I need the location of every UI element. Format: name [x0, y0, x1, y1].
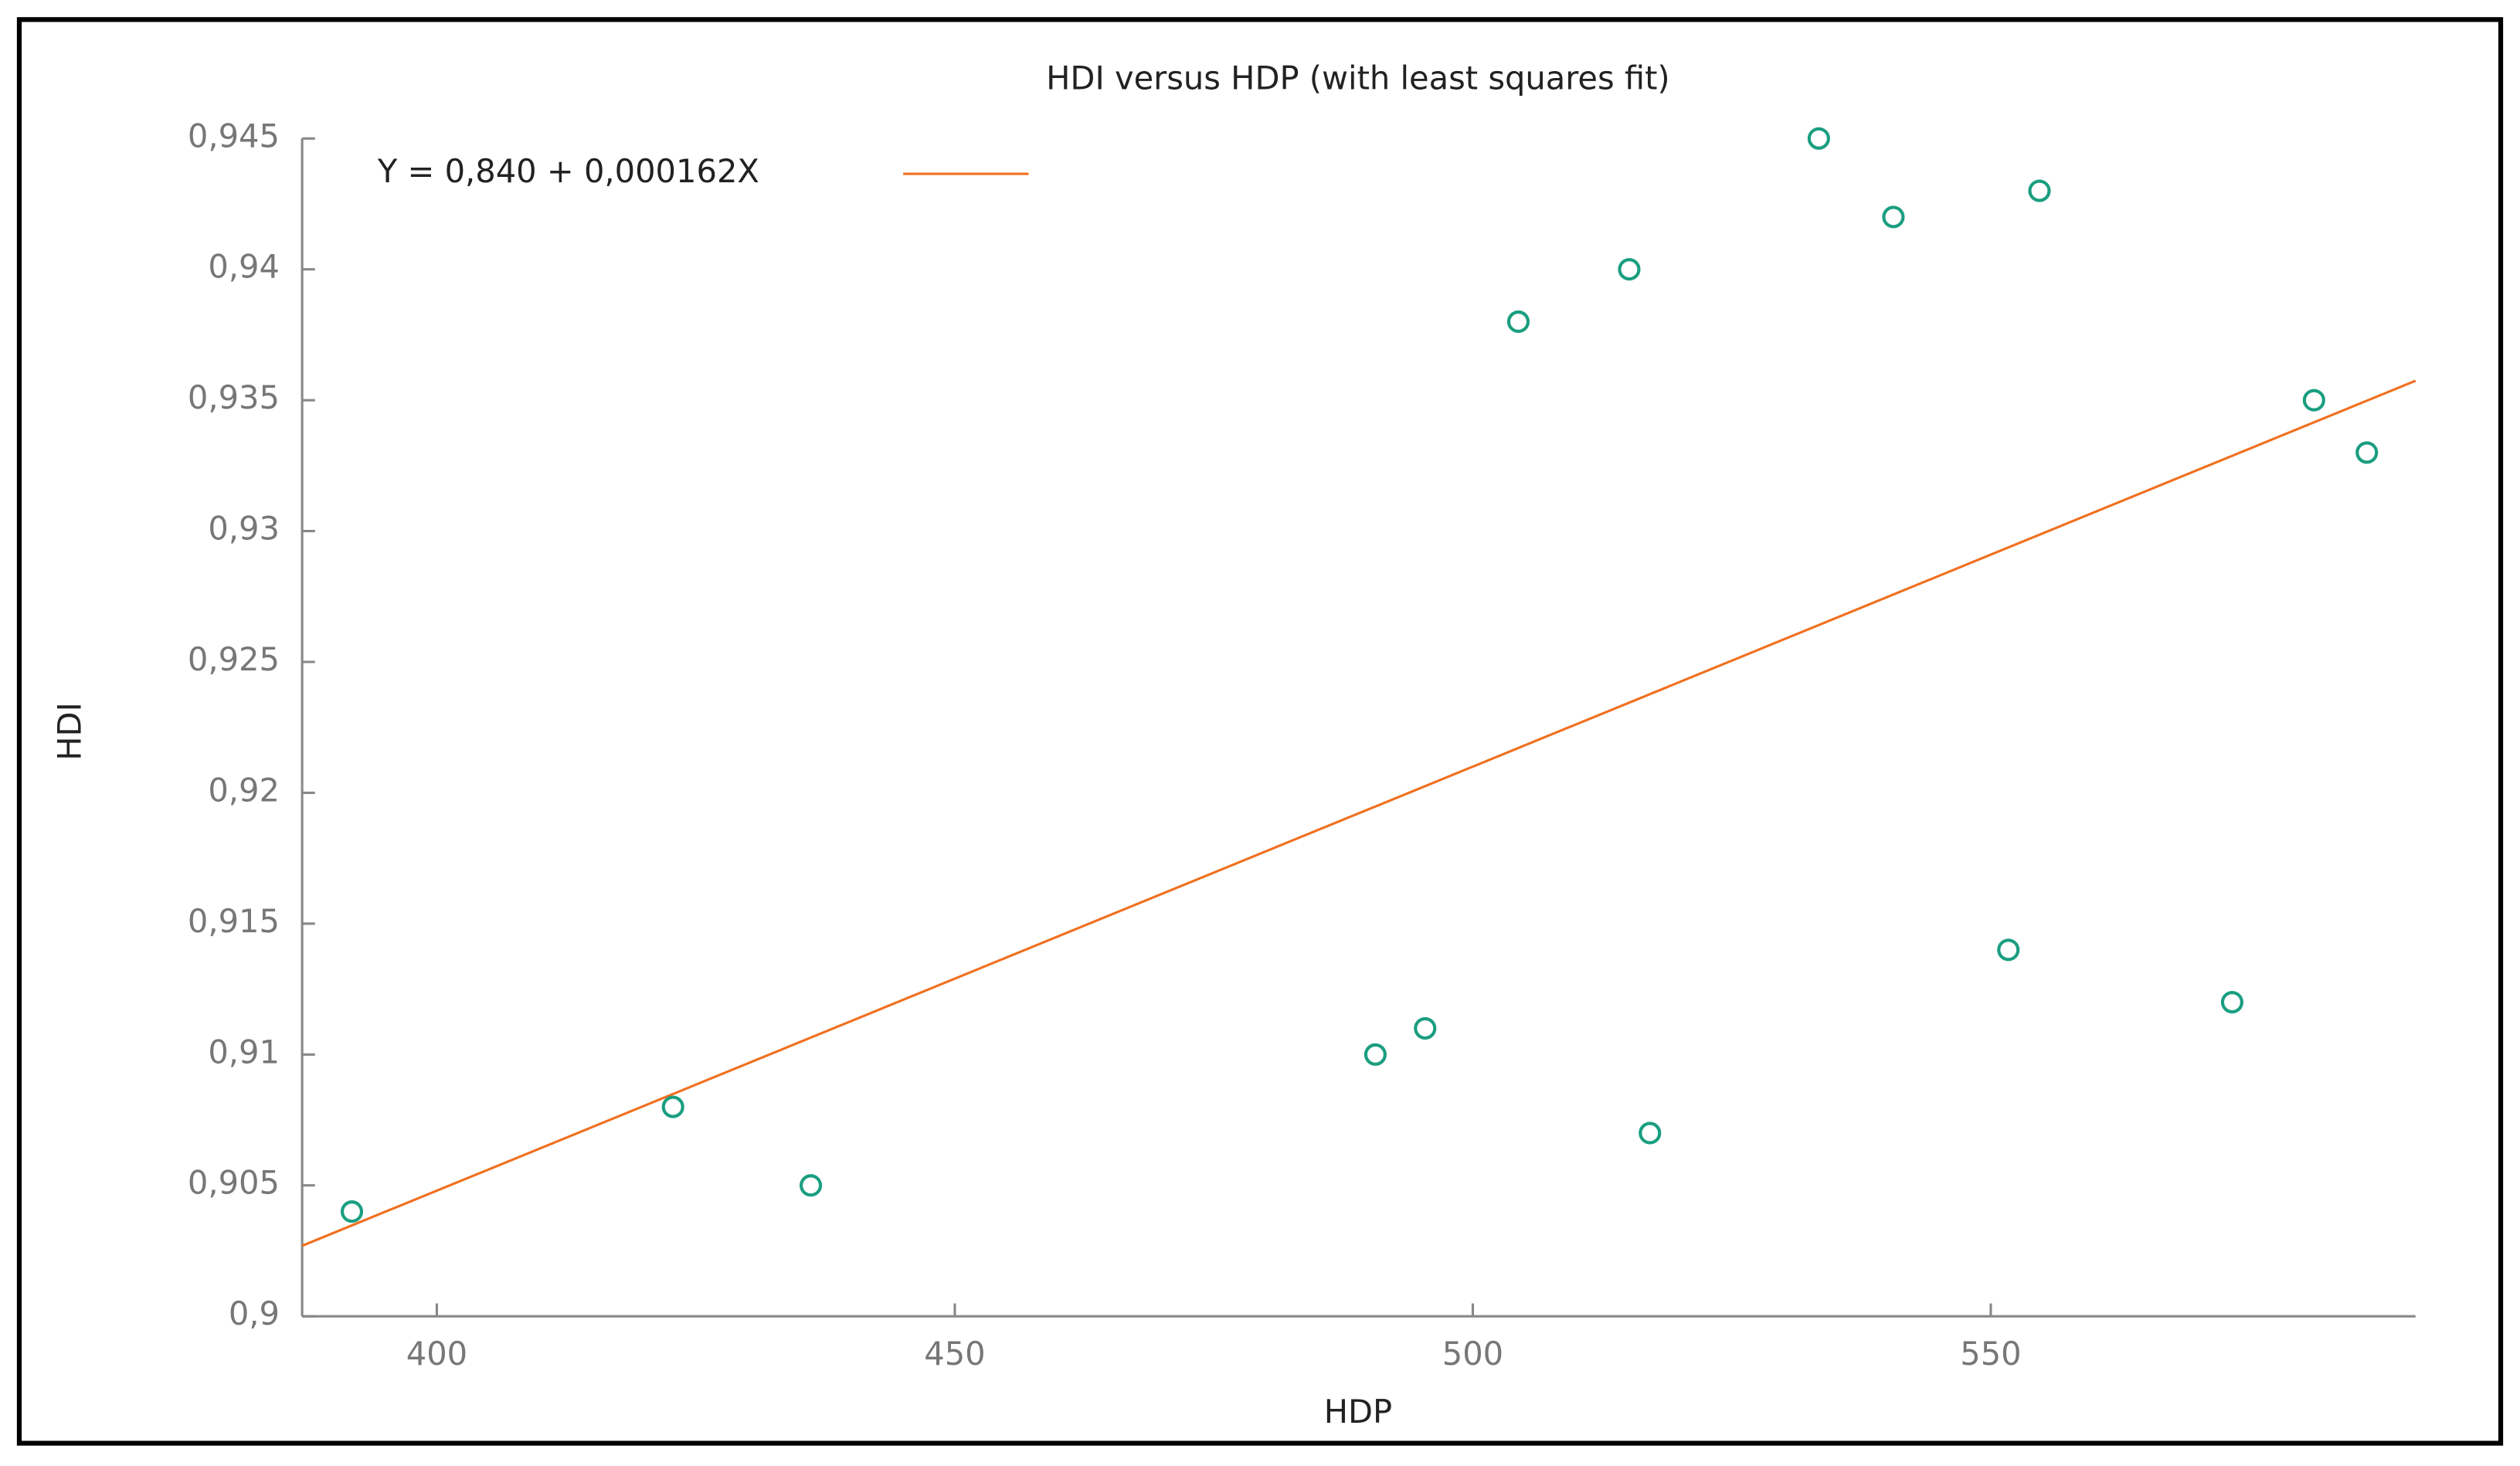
fit-line [301, 379, 2416, 1247]
point [1997, 938, 2020, 962]
point [2302, 389, 2325, 412]
chart-title: HDI versus HDP (with least squares fit) [1046, 59, 1669, 97]
x-tick-label: 400 [406, 1335, 467, 1373]
x-axis-label: HDP [1324, 1393, 1392, 1430]
point [2355, 441, 2379, 464]
y-tick-label: 0,945 [188, 117, 280, 154]
x-tick-label: 500 [1442, 1335, 1503, 1373]
legend-label: Y = 0,840 + 0,000162X [377, 152, 759, 190]
point [1807, 127, 1830, 150]
x-tick-label: 550 [1960, 1335, 2021, 1373]
y-tick-label: 0,91 [208, 1033, 280, 1071]
y-tick-label: 0,935 [188, 378, 280, 416]
x-tick-label: 450 [924, 1335, 985, 1373]
point [340, 1200, 364, 1223]
point [1618, 258, 1641, 281]
y-tick-label: 0,925 [188, 640, 280, 678]
point [2220, 990, 2243, 1014]
y-tick-label: 0,9 [229, 1295, 280, 1332]
point [1364, 1043, 1387, 1066]
y-tick-label: 0,905 [188, 1164, 280, 1202]
point [661, 1095, 684, 1118]
y-tick-label: 0,915 [188, 902, 280, 940]
point [1414, 1016, 1437, 1040]
point [2028, 179, 2051, 202]
y-tick-label: 0,92 [208, 771, 280, 809]
point [1506, 310, 1530, 334]
frame [16, 17, 2504, 1446]
y-tick-label: 0,94 [208, 248, 280, 286]
point [799, 1174, 823, 1197]
y-axis-label: HDI [51, 702, 89, 761]
point [1639, 1122, 1662, 1145]
point [1882, 205, 1905, 229]
y-tick-label: 0,93 [208, 510, 280, 548]
